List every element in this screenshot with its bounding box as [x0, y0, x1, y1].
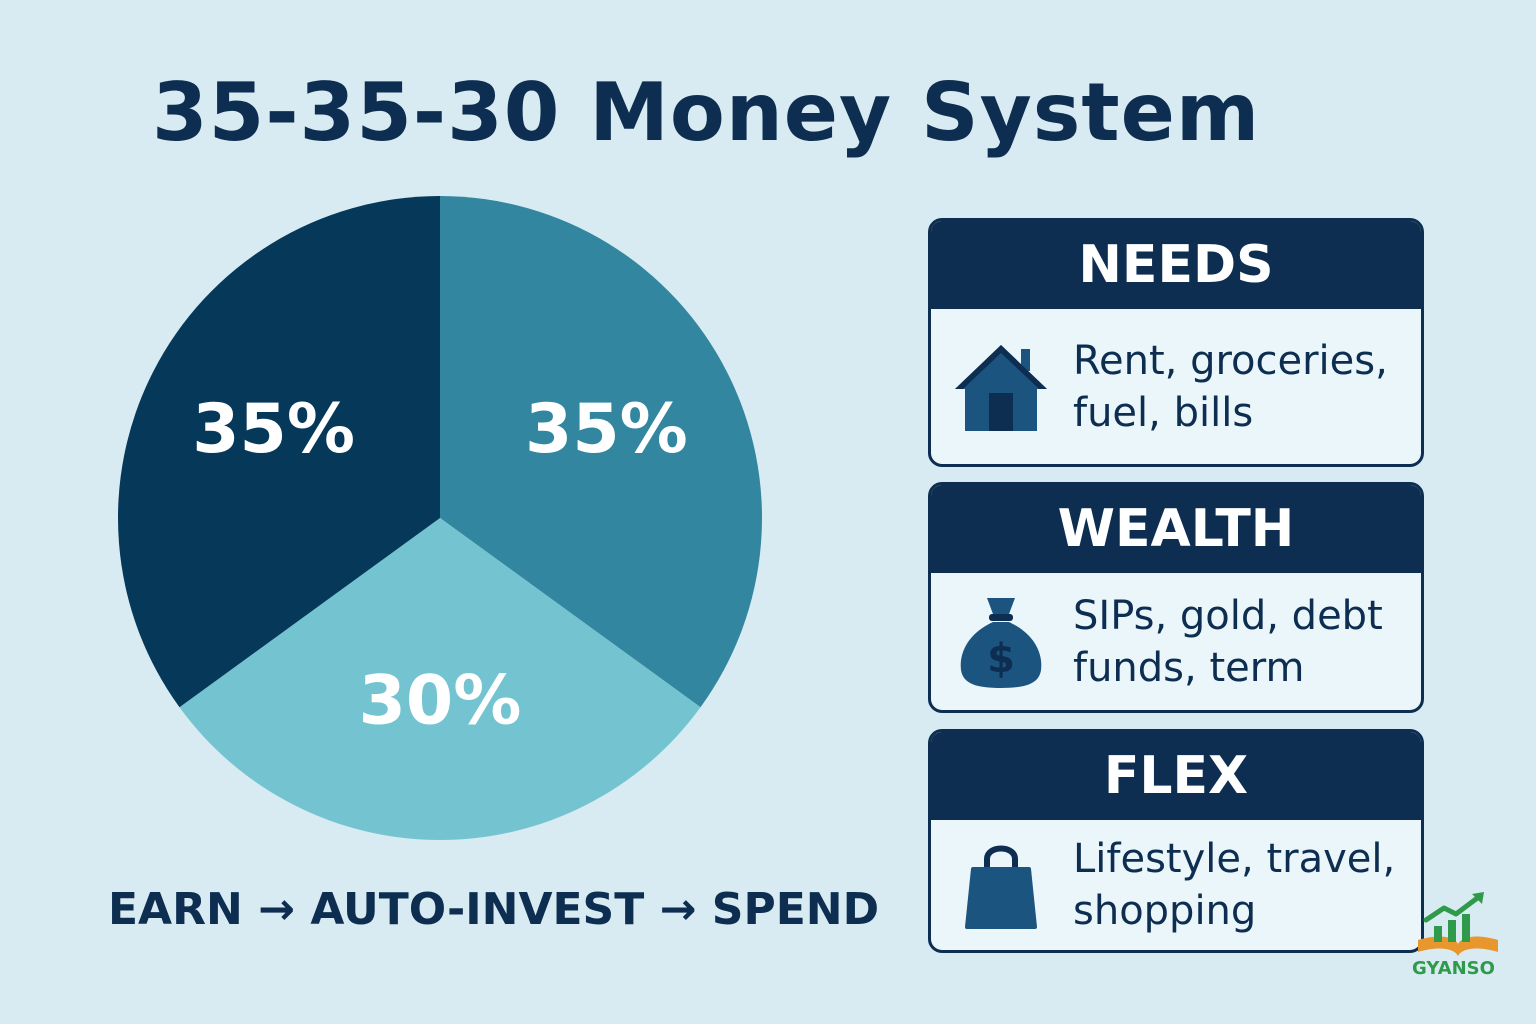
needs-card-line-2: fuel, bills: [1073, 389, 1254, 436]
money-bag-icon: $: [960, 597, 1042, 688]
needs-card-body: Rent, groceries, fuel, bills: [931, 309, 1421, 464]
needs-card-text: Rent, groceries, fuel, bills: [1073, 335, 1413, 439]
needs-card: NEEDS Rent, groceries, fuel, bills: [928, 218, 1424, 467]
flex-card-title: FLEX: [931, 732, 1421, 820]
flow-text: EARN → AUTO-INVEST → SPEND: [108, 884, 880, 935]
needs-card-title: NEEDS: [931, 221, 1421, 309]
pie-slice: [179, 518, 701, 840]
needs-card-line-1: Rent, groceries,: [1073, 337, 1388, 384]
growth-chart-logo-icon: [1418, 892, 1498, 956]
wealth-card-text: SIPs, gold, debt funds, term: [1073, 590, 1413, 694]
pie-slice-label: 35%: [525, 390, 688, 469]
flex-card-body: Lifestyle, travel, shopping: [931, 820, 1421, 950]
wealth-card-line-2: funds, term: [1073, 644, 1305, 691]
shopping-bag-icon: [965, 845, 1037, 929]
svg-text:$: $: [987, 636, 1015, 682]
wealth-card: WEALTH $ SIPs, gold, debt funds, term: [928, 482, 1424, 713]
pie-slice-label: 35%: [192, 390, 355, 469]
flex-card-text: Lifestyle, travel, shopping: [1073, 833, 1413, 937]
pie-chart: 35% 30% 35%: [117, 196, 762, 840]
flex-card-line-2: shopping: [1073, 888, 1257, 934]
wealth-card-line-1: SIPs, gold, debt: [1073, 592, 1383, 639]
pie-slice: [440, 196, 762, 708]
house-icon: [955, 344, 1047, 431]
logo-text: GYANSO: [1412, 958, 1495, 979]
wealth-card-body: $ SIPs, gold, debt funds, term: [931, 573, 1421, 710]
wealth-card-title: WEALTH: [931, 485, 1421, 573]
flex-card-line-1: Lifestyle, travel,: [1073, 836, 1396, 882]
page-title: 35-35-30 Money System: [152, 66, 1261, 159]
pie-slice-label: 30%: [359, 661, 522, 740]
flex-card: FLEX Lifestyle, travel, shopping: [928, 729, 1424, 953]
pie-slice: [117, 196, 440, 708]
